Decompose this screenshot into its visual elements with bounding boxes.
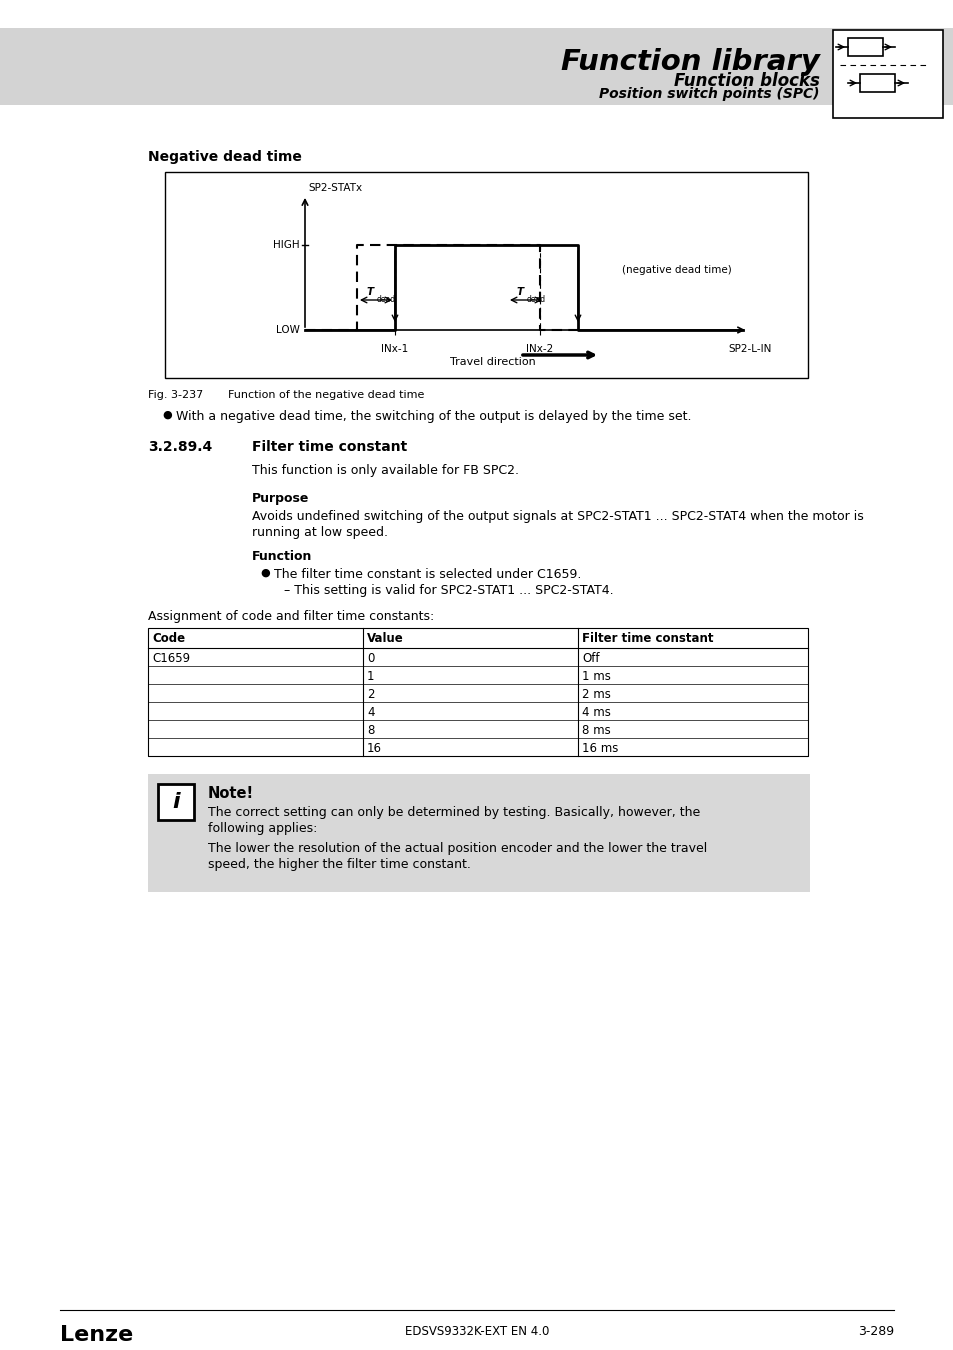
Text: 3.2.89.4: 3.2.89.4 xyxy=(148,440,212,454)
Text: C1659: C1659 xyxy=(152,652,190,666)
Text: (negative dead time): (negative dead time) xyxy=(621,265,731,275)
Bar xyxy=(859,74,894,92)
Text: INx-2: INx-2 xyxy=(526,344,553,354)
Text: 3-289: 3-289 xyxy=(857,1324,893,1338)
Text: running at low speed.: running at low speed. xyxy=(252,526,388,539)
Text: The lower the resolution of the actual position encoder and the lower the travel: The lower the resolution of the actual p… xyxy=(208,842,706,855)
Bar xyxy=(0,28,953,105)
Text: i: i xyxy=(172,792,179,811)
Text: 2: 2 xyxy=(367,688,375,701)
Text: Function blocks: Function blocks xyxy=(674,72,820,90)
Text: T: T xyxy=(367,288,374,297)
Text: 2 ms: 2 ms xyxy=(581,688,610,701)
Text: dead: dead xyxy=(376,296,395,305)
Text: 0: 0 xyxy=(367,652,374,666)
Text: Code: Code xyxy=(152,632,185,645)
Text: ●: ● xyxy=(260,568,270,578)
Text: following applies:: following applies: xyxy=(208,822,317,836)
Text: Negative dead time: Negative dead time xyxy=(148,150,301,163)
Text: Note!: Note! xyxy=(208,786,253,801)
Text: Lenze: Lenze xyxy=(60,1324,133,1345)
Text: INx-1: INx-1 xyxy=(381,344,408,354)
Text: With a negative dead time, the switching of the output is delayed by the time se: With a negative dead time, the switching… xyxy=(175,410,691,423)
Text: Travel direction: Travel direction xyxy=(450,356,536,367)
Bar xyxy=(847,38,882,55)
Bar xyxy=(148,628,807,756)
Text: SP2-L-IN: SP2-L-IN xyxy=(727,344,771,354)
Text: Filter time constant: Filter time constant xyxy=(581,632,713,645)
Text: Function: Function xyxy=(252,549,312,563)
Bar xyxy=(158,784,193,819)
Text: Purpose: Purpose xyxy=(252,491,309,505)
Text: Off: Off xyxy=(581,652,598,666)
Text: ●: ● xyxy=(162,410,172,420)
Text: 4: 4 xyxy=(367,706,375,720)
Text: The correct setting can only be determined by testing. Basically, however, the: The correct setting can only be determin… xyxy=(208,806,700,819)
Text: The filter time constant is selected under C1659.: The filter time constant is selected und… xyxy=(274,568,580,580)
Bar xyxy=(148,774,809,892)
Text: Fig. 3-237: Fig. 3-237 xyxy=(148,390,203,400)
Text: 4 ms: 4 ms xyxy=(581,706,610,720)
Text: 8: 8 xyxy=(367,724,374,737)
Text: HIGH: HIGH xyxy=(274,240,299,250)
Text: Value: Value xyxy=(367,632,403,645)
Text: Avoids undefined switching of the output signals at SPC2-STAT1 ... SPC2-STAT4 wh: Avoids undefined switching of the output… xyxy=(252,510,862,522)
Text: 1 ms: 1 ms xyxy=(581,670,610,683)
Text: Position switch points (SPC): Position switch points (SPC) xyxy=(598,86,820,101)
Text: Filter time constant: Filter time constant xyxy=(252,440,407,454)
Bar xyxy=(165,171,807,378)
Text: EDSVS9332K-EXT EN 4.0: EDSVS9332K-EXT EN 4.0 xyxy=(404,1324,549,1338)
Text: LOW: LOW xyxy=(275,325,299,335)
Text: 16: 16 xyxy=(367,743,381,755)
Text: 1: 1 xyxy=(367,670,375,683)
Bar xyxy=(832,30,942,117)
Text: 16 ms: 16 ms xyxy=(581,743,618,755)
Text: – This setting is valid for SPC2-STAT1 ... SPC2-STAT4.: – This setting is valid for SPC2-STAT1 .… xyxy=(284,585,613,597)
Text: speed, the higher the filter time constant.: speed, the higher the filter time consta… xyxy=(208,859,471,871)
Text: SP2-STATx: SP2-STATx xyxy=(308,184,362,193)
Text: 8 ms: 8 ms xyxy=(581,724,610,737)
Text: dead: dead xyxy=(526,296,545,305)
Text: This function is only available for FB SPC2.: This function is only available for FB S… xyxy=(252,464,518,477)
Text: Assignment of code and filter time constants:: Assignment of code and filter time const… xyxy=(148,610,434,622)
Text: Function library: Function library xyxy=(560,49,820,76)
Text: Function of the negative dead time: Function of the negative dead time xyxy=(228,390,424,400)
Text: T: T xyxy=(517,288,523,297)
